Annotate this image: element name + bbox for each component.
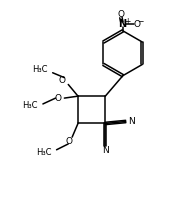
Text: O: O [59, 76, 66, 85]
Text: O: O [134, 20, 141, 29]
Text: H₃C: H₃C [32, 65, 48, 74]
Text: O: O [66, 136, 73, 145]
Text: −: − [138, 18, 144, 27]
Text: O: O [117, 10, 124, 19]
Text: +: + [124, 17, 130, 26]
Text: H₃C: H₃C [36, 148, 52, 157]
Text: O: O [55, 94, 62, 103]
Text: N: N [118, 19, 126, 29]
Text: N: N [102, 146, 109, 155]
Text: H₃C: H₃C [23, 101, 38, 110]
Text: N: N [128, 117, 135, 126]
